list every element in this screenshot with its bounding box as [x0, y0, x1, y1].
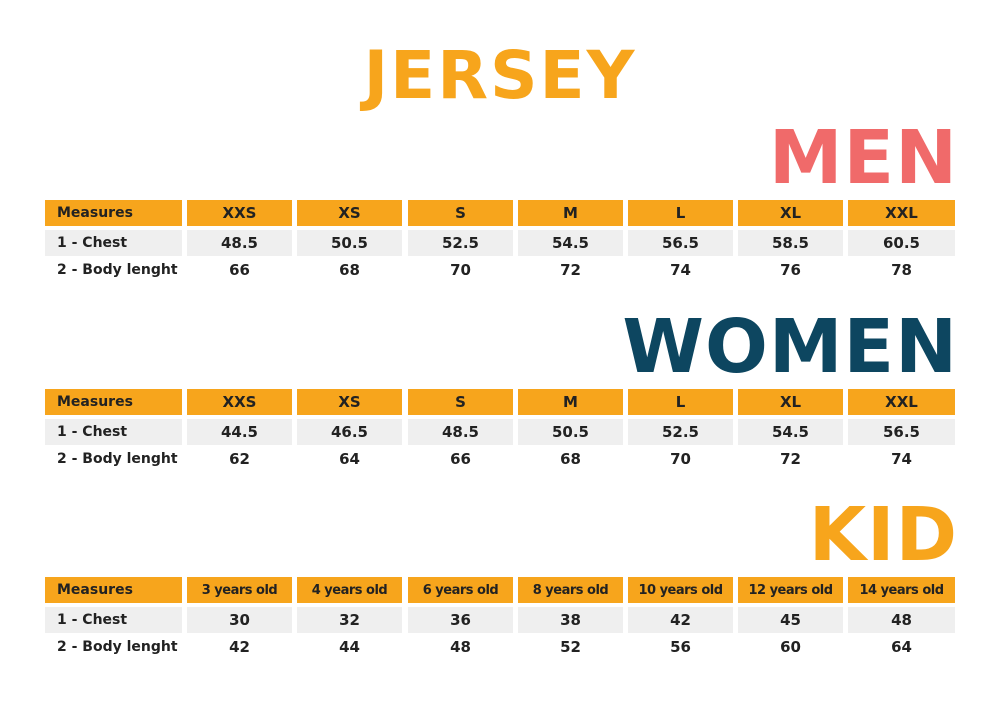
header-cell: M — [518, 200, 623, 226]
header-cell: XL — [738, 389, 843, 415]
header-cell: XL — [738, 200, 843, 226]
table-cell: 38 — [518, 607, 623, 633]
header-cell: XXL — [848, 389, 955, 415]
table-cell: 76 — [780, 261, 801, 279]
header-cell: 4 years old — [297, 577, 402, 603]
table-cell: 52.5 — [628, 419, 733, 445]
table-cell: 48 — [450, 638, 471, 656]
section-heading: WOMEN — [622, 304, 958, 390]
header-cell: S — [408, 200, 513, 226]
table-cell: 52 — [560, 638, 581, 656]
table-cell: 48.5 — [408, 419, 513, 445]
table-cell: 70 — [450, 261, 471, 279]
page-title: JERSEY — [363, 37, 637, 114]
table-cell: 1 - Chest — [45, 419, 182, 445]
header-cell: 3 years old — [187, 577, 292, 603]
header-cell: 12 years old — [738, 577, 843, 603]
header-cell: 8 years old — [518, 577, 623, 603]
table-cell: 78 — [891, 261, 912, 279]
table-cell: 54.5 — [518, 230, 623, 256]
table-cell: 46.5 — [297, 419, 402, 445]
table-cell: 66 — [450, 450, 471, 468]
table-cell: 1 - Chest — [45, 607, 182, 633]
table-cell: 72 — [780, 450, 801, 468]
table-cell: 44 — [339, 638, 360, 656]
header-cell: XXS — [187, 200, 292, 226]
header-cell: XXL — [848, 200, 955, 226]
table-cell: 60.5 — [848, 230, 955, 256]
header-cell: L — [628, 389, 733, 415]
section-heading: KID — [808, 492, 958, 578]
header-cell: 14 years old — [848, 577, 955, 603]
header-cell: 10 years old — [628, 577, 733, 603]
header-cell: 6 years old — [408, 577, 513, 603]
table-cell: 60 — [780, 638, 801, 656]
table-cell: 50.5 — [297, 230, 402, 256]
table-cell: 56.5 — [628, 230, 733, 256]
header-cell: XS — [297, 389, 402, 415]
table-cell: 50.5 — [518, 419, 623, 445]
table-cell: 54.5 — [738, 419, 843, 445]
table-cell: 74 — [670, 261, 691, 279]
header-cell: S — [408, 389, 513, 415]
header-cell: Measures — [45, 577, 182, 603]
table-cell: 1 - Chest — [45, 230, 182, 256]
table-cell: 30 — [187, 607, 292, 633]
header-cell: Measures — [45, 389, 182, 415]
table-cell: 2 - Body lenght — [57, 451, 178, 467]
table-cell: 2 - Body lenght — [57, 639, 178, 655]
table-cell: 66 — [229, 261, 250, 279]
table-cell: 58.5 — [738, 230, 843, 256]
table-cell: 32 — [297, 607, 402, 633]
table-cell: 64 — [339, 450, 360, 468]
header-cell: XXS — [187, 389, 292, 415]
table-cell: 45 — [738, 607, 843, 633]
table-cell: 48.5 — [187, 230, 292, 256]
header-cell: M — [518, 389, 623, 415]
table-cell: 68 — [560, 450, 581, 468]
table-cell: 36 — [408, 607, 513, 633]
header-cell: Measures — [45, 200, 182, 226]
table-cell: 64 — [891, 638, 912, 656]
table-cell: 68 — [339, 261, 360, 279]
table-cell: 44.5 — [187, 419, 292, 445]
table-cell: 42 — [628, 607, 733, 633]
header-cell: XS — [297, 200, 402, 226]
table-cell: 56.5 — [848, 419, 955, 445]
table-cell: 56 — [670, 638, 691, 656]
table-cell: 2 - Body lenght — [57, 262, 178, 278]
section-heading: MEN — [768, 115, 958, 201]
table-cell: 52.5 — [408, 230, 513, 256]
table-cell: 48 — [848, 607, 955, 633]
table-cell: 72 — [560, 261, 581, 279]
table-cell: 70 — [670, 450, 691, 468]
table-cell: 62 — [229, 450, 250, 468]
table-cell: 74 — [891, 450, 912, 468]
table-cell: 42 — [229, 638, 250, 656]
header-cell: L — [628, 200, 733, 226]
